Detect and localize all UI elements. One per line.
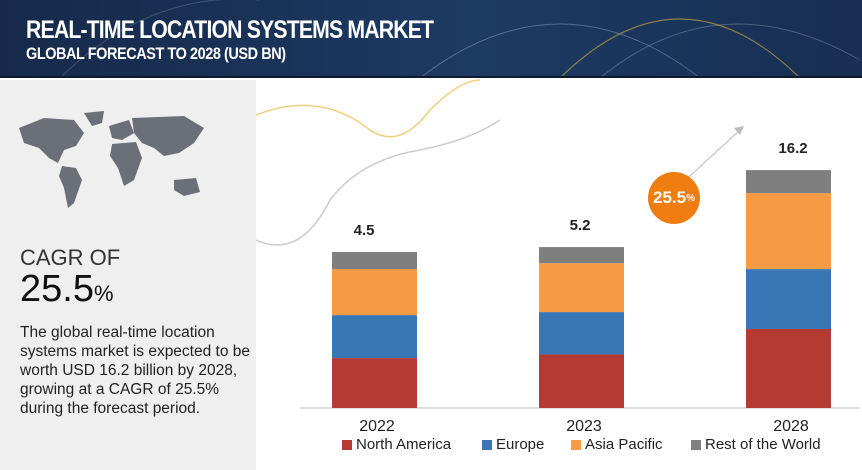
cagr-number: 25.5 bbox=[20, 268, 94, 310]
legend-swatch bbox=[691, 439, 701, 450]
bar-segment-europe-2028 bbox=[746, 269, 831, 329]
bar-segment-north-america-2028 bbox=[746, 328, 831, 408]
page-title: REAL-TIME LOCATION SYSTEMS MARKET bbox=[26, 16, 434, 44]
callout-unit: % bbox=[686, 192, 695, 204]
cagr-unit: % bbox=[93, 281, 114, 306]
decorative-curve bbox=[255, 119, 501, 246]
cagr-label: CAGR OF bbox=[20, 245, 121, 270]
legend-label: Asia Pacific bbox=[585, 436, 663, 453]
bar-segment-europe-2023 bbox=[539, 312, 624, 355]
x-tick-label: 2028 bbox=[773, 418, 809, 435]
bar-total-label: 5.2 bbox=[569, 217, 591, 235]
legend-label: Rest of the World bbox=[705, 436, 821, 453]
callout-value: 25.5 bbox=[653, 188, 687, 207]
bar-segment-north-america-2022 bbox=[332, 358, 417, 408]
x-tick-label: 2022 bbox=[359, 418, 395, 435]
bar-segment-rest-of-the-world-2022 bbox=[332, 252, 417, 269]
bar-total-label: 16.2 bbox=[778, 140, 808, 158]
page-subtitle: GLOBAL FORECAST TO 2028 (USD BN) bbox=[26, 44, 286, 63]
growth-arrow-head bbox=[734, 126, 744, 135]
legend-item-rest-of-world: Rest of the World bbox=[691, 436, 821, 453]
cagr-value: 25.5% bbox=[20, 268, 114, 311]
bar-segment-rest-of-the-world-2023 bbox=[539, 247, 624, 264]
world-map-icon bbox=[19, 111, 204, 208]
bar-segment-europe-2022 bbox=[332, 315, 417, 359]
bar-segment-rest-of-the-world-2028 bbox=[746, 170, 831, 194]
bar-segment-asia-pacific-2022 bbox=[332, 268, 417, 316]
bar-segment-asia-pacific-2028 bbox=[746, 193, 831, 270]
legend-item-north-america: North America bbox=[342, 436, 451, 453]
bar-segment-north-america-2023 bbox=[539, 354, 624, 408]
legend-swatch bbox=[482, 439, 492, 450]
growth-arrow-line bbox=[679, 129, 741, 186]
header-banner: REAL-TIME LOCATION SYSTEMS MARKET GLOBAL… bbox=[0, 0, 862, 78]
legend-item-europe: Europe bbox=[482, 436, 544, 453]
bar-segment-asia-pacific-2023 bbox=[539, 263, 624, 313]
decorative-arcs bbox=[61, 0, 861, 76]
legend-label: Europe bbox=[496, 436, 545, 453]
x-tick-label: 2023 bbox=[566, 418, 602, 435]
bar-total-label: 4.5 bbox=[353, 222, 375, 239]
cagr-callout-bubble: 25.5% bbox=[648, 172, 700, 224]
legend-item-asia-pacific: Asia Pacific bbox=[571, 436, 663, 453]
market-description: The global real-time location systems ma… bbox=[20, 324, 251, 417]
legend-label: North America bbox=[356, 436, 452, 453]
decorative-curve-gold bbox=[255, 79, 481, 138]
legend-swatch bbox=[342, 439, 352, 450]
legend-swatch bbox=[571, 439, 581, 450]
